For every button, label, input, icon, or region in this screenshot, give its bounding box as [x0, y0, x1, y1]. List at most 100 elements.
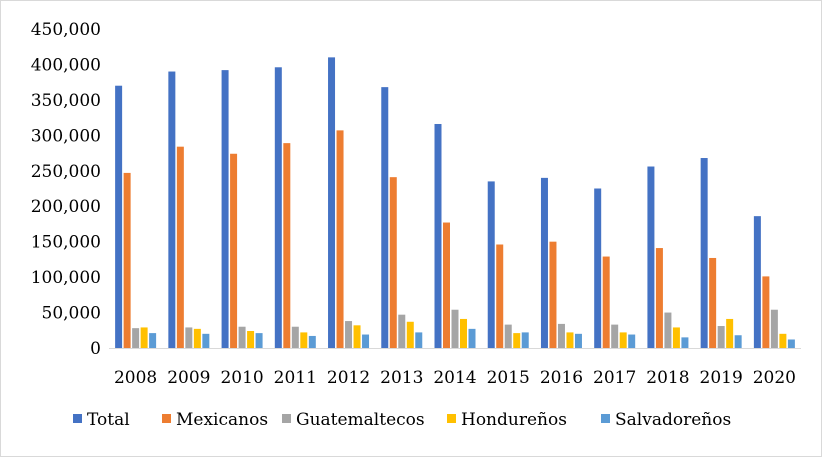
y-tick-label: 250,000: [31, 162, 101, 182]
bar-mexicanos-2018: [655, 248, 663, 348]
bar-total-2020: [753, 216, 761, 348]
bar-guatemaltecos-2017: [611, 324, 619, 348]
bar-total-2012: [328, 57, 336, 349]
bar-hondure-os-2016: [566, 332, 574, 348]
bar-total-2009: [168, 71, 176, 348]
bar-total-2011: [274, 67, 282, 348]
bar-mexicanos-2016: [549, 241, 557, 348]
bar-guatemaltecos-2012: [345, 321, 353, 348]
y-tick-label: 200,000: [31, 197, 101, 217]
bar-salvadore-os-2016: [574, 333, 582, 348]
legend-swatch: [447, 414, 456, 423]
bar-guatemaltecos-2014: [451, 309, 459, 348]
bar-total-2013: [381, 87, 389, 348]
bar-guatemaltecos-2011: [291, 326, 299, 348]
bar-salvadore-os-2010: [255, 333, 263, 348]
bar-total-2018: [647, 166, 655, 348]
bar-guatemaltecos-2018: [664, 312, 672, 348]
y-tick-label: 300,000: [31, 126, 101, 146]
legend: Total Mexicanos Guatemaltecos Hondureños Sal…: [73, 410, 731, 430]
bar-salvadore-os-2011: [308, 335, 316, 348]
bar-mexicanos-2010: [230, 153, 238, 348]
x-tick-label: 2008: [114, 368, 157, 388]
bar-guatemaltecos-2019: [717, 326, 725, 348]
bar-total-2019: [700, 158, 708, 348]
x-tick-label: 2010: [220, 368, 263, 388]
bar-salvadore-os-2020: [787, 339, 795, 348]
bar-total-2008: [115, 85, 123, 349]
x-tick-label: 2020: [753, 368, 796, 388]
bar-hondure-os-2019: [726, 318, 734, 348]
x-tick-label: 2016: [540, 368, 583, 388]
bar-guatemaltecos-2009: [185, 327, 193, 348]
legend-item: Total: [73, 410, 130, 430]
bar-hondure-os-2014: [460, 318, 467, 348]
x-tick-label: 2013: [380, 368, 423, 388]
bar-hondure-os-2020: [779, 333, 787, 348]
y-tick-label: 400,000: [31, 55, 101, 75]
x-tick-label: 2017: [593, 368, 636, 388]
y-tick-label: 150,000: [31, 233, 101, 253]
legend-item: Salvadoreños: [601, 410, 731, 430]
x-tick-label: 2009: [167, 368, 210, 388]
y-tick-label: 50,000: [42, 304, 101, 324]
legend-swatch: [162, 414, 171, 423]
bar-total-2015: [487, 181, 495, 348]
bar-guatemaltecos-2016: [557, 323, 565, 348]
bar-guatemaltecos-2013: [398, 314, 406, 348]
bar-total-2017: [594, 188, 602, 348]
legend-swatch: [601, 414, 610, 423]
bar-total-2010: [221, 70, 229, 349]
legend-label: Guatemaltecos: [296, 410, 425, 430]
bar-hondure-os-2010: [247, 330, 255, 348]
bar-guatemaltecos-2008: [132, 328, 140, 348]
bar-mexicanos-2015: [496, 244, 504, 348]
bar-mexicanos-2013: [389, 177, 397, 348]
legend-swatch: [73, 414, 82, 423]
x-tick-label: 2018: [646, 368, 689, 388]
bar-hondure-os-2013: [406, 321, 414, 348]
x-tick-label: 2015: [487, 368, 530, 388]
x-axis: 2008 2009 2010 2011 2012 2013 2014 2015 2016 2017…: [114, 368, 796, 388]
x-tick-label: 2011: [274, 368, 317, 388]
bar-salvadore-os-2017: [628, 334, 636, 348]
bar-mexicanos-2014: [443, 222, 450, 348]
x-tick-label: 2019: [700, 368, 743, 388]
bar-hondure-os-2018: [672, 327, 680, 348]
bar-hondure-os-2009: [193, 328, 201, 348]
bar-total-2014: [434, 123, 442, 349]
bar-hondure-os-2008: [140, 327, 148, 348]
legend-swatch: [282, 414, 291, 423]
legend-label: Mexicanos: [176, 410, 268, 430]
bar-mexicanos-2011: [283, 143, 291, 348]
bar-mexicanos-2020: [762, 276, 770, 348]
bar-hondure-os-2017: [619, 332, 627, 348]
bar-mexicanos-2009: [176, 146, 184, 348]
y-axis: 0 50,000 100,000 150,000 200,000 250,000 300,0…: [31, 20, 101, 359]
bar-salvadore-os-2009: [202, 333, 210, 348]
bar-salvadore-os-2015: [521, 332, 529, 348]
bar-hondure-os-2012: [353, 325, 361, 348]
bar-mexicanos-2012: [336, 130, 344, 348]
legend-item: Mexicanos: [162, 410, 268, 430]
bar-salvadore-os-2019: [734, 335, 742, 348]
y-tick-label: 350,000: [31, 91, 101, 111]
bar-guatemaltecos-2020: [770, 309, 778, 348]
bar-salvadore-os-2008: [149, 333, 157, 348]
y-tick-label: 100,000: [31, 268, 101, 288]
bar-mexicanos-2019: [709, 257, 717, 348]
bar-salvadore-os-2012: [362, 334, 370, 348]
bar-mexicanos-2017: [602, 256, 610, 348]
bar-guatemaltecos-2010: [238, 326, 246, 348]
bar-guatemaltecos-2015: [504, 324, 512, 348]
legend-label: Hondureños: [461, 410, 567, 430]
y-tick-label: 0: [90, 339, 101, 359]
bar-hondure-os-2015: [513, 333, 521, 348]
bar-salvadore-os-2014: [468, 328, 476, 348]
legend-label: Total: [87, 410, 130, 430]
bar-total-2016: [540, 177, 548, 348]
x-tick-label: 2014: [433, 368, 476, 388]
bar-salvadore-os-2018: [681, 337, 689, 348]
bars: [115, 57, 795, 349]
